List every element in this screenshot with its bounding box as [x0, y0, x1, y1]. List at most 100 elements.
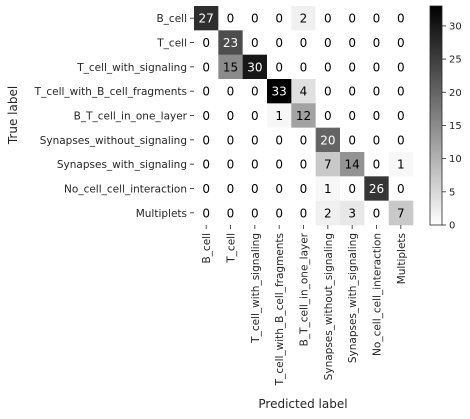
cell-value-label: 0 — [251, 133, 259, 147]
cell-value-label: 0 — [324, 109, 332, 123]
heatmap-cell — [291, 176, 316, 201]
cell-value-label: 0 — [275, 133, 283, 147]
cell-value-label: 0 — [227, 182, 235, 196]
heatmap-cell — [315, 30, 341, 55]
colorbar-gradient — [429, 5, 443, 226]
cell-value-label: 0 — [373, 158, 381, 172]
heatmap-cell — [194, 152, 219, 177]
heatmap-cell — [340, 79, 365, 104]
cell-value-label: 0 — [324, 85, 332, 99]
heatmap-cell — [364, 152, 389, 177]
y-tick-label: B_cell — [156, 13, 187, 25]
heatmap-cell — [267, 103, 292, 128]
colorbar: 0 5 10 15 20 25 30 — [429, 5, 462, 232]
heatmap-cell — [388, 176, 414, 201]
y-tick-label: Synapses_without_signaling — [40, 135, 187, 147]
cell-value-label: 0 — [275, 36, 283, 50]
heatmap-cell — [218, 30, 243, 55]
colorbar-ticks: 0 5 10 15 20 25 30 — [442, 21, 462, 232]
cell-value-label: 0 — [397, 36, 405, 50]
heatmap-cell — [388, 152, 414, 177]
heatmap-cell — [242, 176, 268, 201]
cell-value-label: 0 — [251, 158, 259, 172]
heatmap-cell — [267, 54, 292, 80]
heatmap-cell — [291, 152, 316, 177]
cell-value-label: 0 — [324, 12, 332, 26]
x-tick-labels: B_cell T_cell T_cell_with_signaling T_cell_… — [201, 225, 408, 386]
cell-value-label: 0 — [397, 182, 405, 196]
x-tick-label: T_cell_with_B_cell_fragments — [274, 233, 286, 386]
heatmap-cell — [218, 6, 243, 31]
heatmap-cell — [218, 54, 243, 80]
x-tick-label: B_T_cell_in_one_layer — [299, 232, 311, 346]
cell-value-label: 0 — [251, 85, 259, 99]
heatmap-cell — [388, 79, 414, 104]
cell-value-label: 14 — [345, 158, 360, 172]
heatmap-cell — [340, 54, 365, 80]
heatmap-cell — [388, 103, 414, 128]
heatmap-cell — [218, 103, 243, 128]
heatmap-cell — [340, 152, 365, 177]
cell-value-label: 4 — [300, 85, 308, 99]
cell-value-label: 0 — [251, 12, 259, 26]
heatmap-cell — [388, 54, 414, 80]
heatmap-cell — [194, 200, 219, 226]
heatmap-cell — [218, 152, 243, 177]
cell-value-label: 0 — [227, 206, 235, 220]
cell-value-label: 0 — [373, 206, 381, 220]
cell-value-label: 0 — [275, 158, 283, 172]
heatmap-cell — [364, 176, 389, 201]
cell-value-label: 1 — [397, 158, 405, 172]
heatmap-cell — [315, 200, 341, 226]
cell-value-label: 0 — [227, 109, 235, 123]
heatmap-cell — [194, 79, 219, 104]
cell-value-label: 0 — [227, 12, 235, 26]
heatmap-cell — [242, 79, 268, 104]
cell-value-label: 0 — [275, 206, 283, 220]
heatmap-cell — [267, 79, 292, 104]
heatmap-cell — [388, 127, 414, 153]
heatmap-cell — [291, 127, 316, 153]
y-tick-label: T_cell — [156, 38, 187, 50]
heatmap-cell — [242, 54, 268, 80]
cell-value-label: 20 — [320, 133, 335, 147]
heatmap-cell — [315, 176, 341, 201]
x-tick-label: Multiplets — [396, 233, 408, 284]
cell-value-label: 0 — [202, 133, 210, 147]
cell-value-label: 7 — [397, 206, 405, 220]
cell-value-label: 0 — [348, 133, 356, 147]
cell-value-label: 0 — [202, 158, 210, 172]
heatmap-cell — [315, 6, 341, 31]
heatmap-cell — [267, 30, 292, 55]
heatmap-cell — [340, 6, 365, 31]
y-axis-label: True label — [6, 86, 20, 145]
colorbar-tick-label: 30 — [449, 21, 462, 32]
colorbar-tick-label: 20 — [449, 88, 462, 99]
heatmap-cell — [267, 152, 292, 177]
cell-value-label: 7 — [324, 158, 332, 172]
heatmap-cell — [267, 127, 292, 153]
cell-value-label: 0 — [300, 206, 308, 220]
heatmap-cell — [194, 103, 219, 128]
cell-value-label: 0 — [202, 60, 210, 74]
heatmap-cell — [340, 176, 365, 201]
y-tick-label: Synapses_with_signaling — [57, 159, 187, 171]
heatmap-cell — [340, 103, 365, 128]
heatmap-cell — [194, 127, 219, 153]
cell-value-label: 0 — [202, 182, 210, 196]
cell-value-label: 0 — [324, 60, 332, 74]
cell-value-label: 2 — [300, 12, 308, 26]
cell-value-label: 1 — [275, 109, 283, 123]
y-tick-label: No_cell_cell_interaction — [64, 184, 187, 196]
cell-value-label: 0 — [324, 36, 332, 50]
heatmap-cell — [364, 127, 389, 153]
cell-value-label: 0 — [373, 12, 381, 26]
cell-value-label: 0 — [373, 133, 381, 147]
heatmap-cell — [194, 54, 219, 80]
heatmap-cell — [315, 54, 341, 80]
cell-value-label: 0 — [251, 109, 259, 123]
cell-value-label: 26 — [369, 182, 384, 196]
heatmap-cell — [242, 127, 268, 153]
cell-value-label: 0 — [202, 85, 210, 99]
heatmap-cell — [340, 127, 365, 153]
